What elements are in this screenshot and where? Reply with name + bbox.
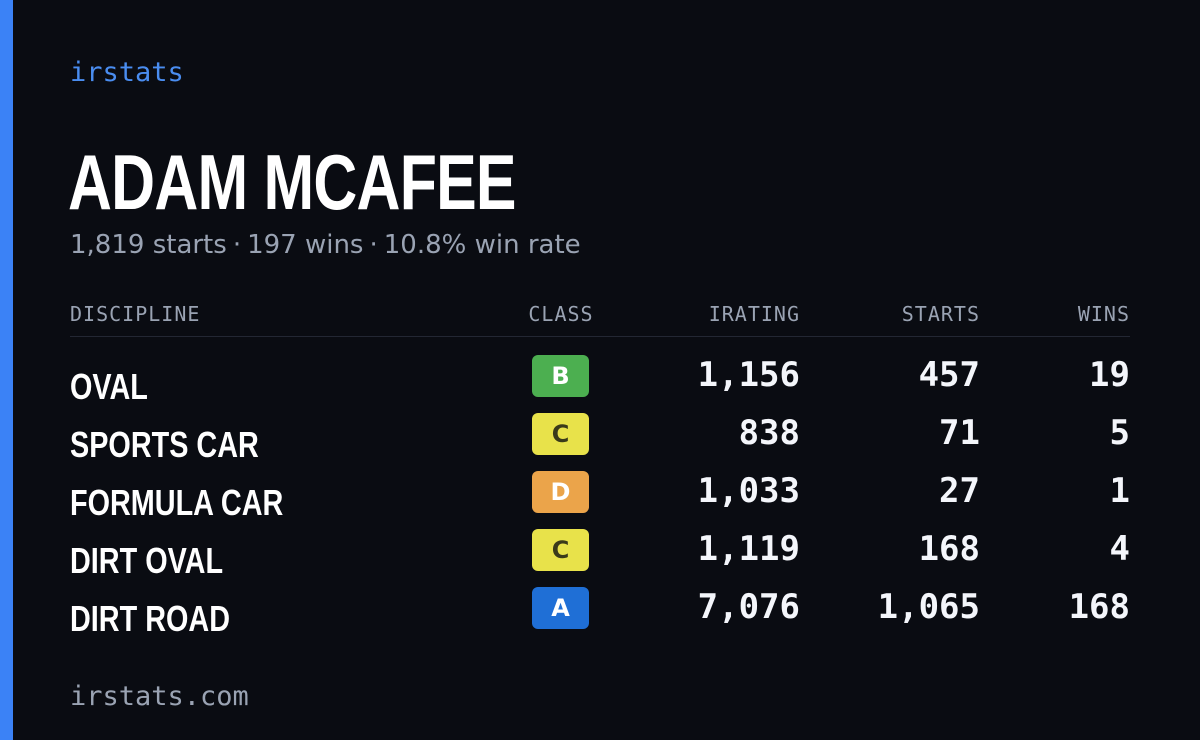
table-row: DIRT ROAD A 7,076 1,065 168: [70, 585, 1130, 643]
stats-table: DISCIPLINE CLASS IRATING STARTS WINS OVA…: [70, 296, 1130, 643]
discipline-name: OVAL: [70, 366, 148, 407]
starts-value: 168: [918, 529, 980, 569]
class-badge: B: [532, 355, 589, 397]
table-row: OVAL B 1,156 457 19: [70, 353, 1130, 411]
starts-value: 71: [939, 413, 980, 453]
accent-bar: [0, 0, 13, 740]
header-wins: WINS: [1077, 302, 1130, 326]
brand-logo-text: irstats: [70, 57, 184, 88]
irating-value: 1,033: [697, 471, 800, 511]
wins-value: 19: [1089, 355, 1130, 395]
class-badge: C: [532, 529, 589, 571]
wins-value: 4: [1109, 529, 1130, 569]
table-body: OVAL B 1,156 457 19 SPORTS CAR C 838 71 5 FORMULA …: [70, 353, 1130, 643]
class-badge: D: [532, 471, 589, 513]
table-header: DISCIPLINE CLASS IRATING STARTS WINS: [70, 296, 1130, 337]
discipline-name: DIRT OVAL: [70, 540, 224, 581]
irating-value: 838: [738, 413, 800, 453]
discipline-name: FORMULA CAR: [70, 482, 284, 523]
table-row: DIRT OVAL C 1,119 168 4: [70, 527, 1130, 585]
summary-separator: ·: [369, 230, 378, 260]
starts-value: 1,065: [877, 587, 980, 627]
starts-value: 27: [939, 471, 980, 511]
driver-name: ADAM MCAFEE: [68, 138, 516, 226]
discipline-name: SPORTS CAR: [70, 424, 259, 465]
class-badge: A: [532, 587, 589, 629]
summary-separator: ·: [232, 230, 242, 260]
header-irating: IRATING: [708, 302, 800, 326]
irating-value: 1,156: [697, 355, 800, 395]
class-badge: C: [532, 413, 589, 455]
driver-summary: 1,819 starts · 197 wins · 10.8% win rate: [70, 228, 581, 262]
header-starts: STARTS: [901, 302, 980, 326]
header-class: CLASS: [528, 302, 594, 326]
table-row: FORMULA CAR D 1,033 27 1: [70, 469, 1130, 527]
discipline-name: DIRT ROAD: [70, 598, 230, 639]
wins-value: 5: [1109, 413, 1130, 453]
footer-url: irstats.com: [70, 681, 249, 712]
header-discipline: DISCIPLINE: [70, 302, 201, 326]
table-row: SPORTS CAR C 838 71 5: [70, 411, 1130, 469]
starts-total: 1,819 starts: [70, 230, 227, 260]
wins-value: 1: [1109, 471, 1130, 511]
irating-value: 7,076: [697, 587, 800, 627]
wins-total: 197 wins: [247, 230, 364, 260]
win-rate: 10.8% win rate: [383, 230, 581, 260]
irating-value: 1,119: [697, 529, 800, 569]
wins-value: 168: [1068, 587, 1130, 627]
starts-value: 457: [918, 355, 980, 395]
